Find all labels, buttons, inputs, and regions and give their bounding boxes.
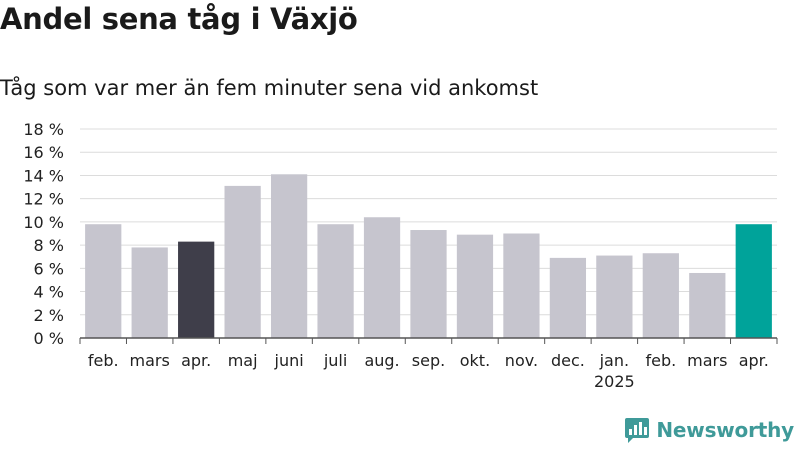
bar (270, 174, 308, 338)
x-tick-label: jan. (599, 351, 629, 370)
bar (549, 257, 587, 338)
y-tick-label: 12 % (23, 190, 64, 209)
brand-logo: Newsworthy (624, 416, 794, 444)
bar (178, 241, 215, 338)
chart-subtitle: Tåg som var mer än fem minuter sena vid … (0, 76, 539, 100)
bar (503, 233, 540, 338)
bar (85, 224, 122, 338)
x-tick-label: apr. (739, 351, 769, 370)
brand-name: Newsworthy (656, 418, 794, 442)
x-axis: feb. mars apr. maj juni juli aug. sep. okt. nov. d… (79, 337, 778, 391)
y-axis-ticks: 0 % 2 % 4 % 6 % 8 % 10 % 12 % 14 % 16 % 18 % (23, 120, 64, 348)
y-tick-label: 2 % (34, 306, 64, 325)
bar (317, 224, 354, 338)
bar (735, 224, 772, 338)
x-year-label: 2025 (594, 372, 635, 391)
y-tick-label: 0 % (34, 329, 64, 348)
y-tick-label: 4 % (34, 283, 64, 302)
x-tick-label: okt. (460, 351, 490, 370)
bar (689, 272, 726, 338)
y-tick-label: 8 % (34, 236, 64, 255)
bars (85, 174, 772, 338)
x-tick-label: juli (323, 351, 347, 370)
bar (131, 247, 168, 338)
y-tick-label: 16 % (23, 143, 64, 162)
x-tick-label: dec. (551, 351, 585, 370)
x-tick-label: maj (228, 351, 258, 370)
x-tick-label: nov. (505, 351, 538, 370)
y-tick-label: 14 % (23, 166, 64, 185)
y-tick-label: 6 % (34, 259, 64, 278)
bar (642, 253, 679, 338)
y-tick-label: 18 % (23, 120, 64, 139)
x-tick-label: apr. (181, 351, 211, 370)
bar (456, 234, 494, 338)
x-tick-label: feb. (88, 351, 119, 370)
bar (596, 255, 633, 338)
bar (224, 185, 261, 338)
x-tick-label: mars (687, 351, 727, 370)
chart-title: Andel sena tåg i Växjö (0, 2, 358, 36)
x-tick-label: aug. (364, 351, 399, 370)
x-tick-label: feb. (645, 351, 676, 370)
bar (410, 230, 447, 338)
x-tick-label: mars (130, 351, 170, 370)
bar (363, 217, 401, 338)
x-tick-label: sep. (412, 351, 445, 370)
x-tick-label: juni (274, 351, 304, 370)
newsworthy-logo-icon (625, 418, 650, 443)
y-tick-label: 10 % (23, 213, 64, 232)
